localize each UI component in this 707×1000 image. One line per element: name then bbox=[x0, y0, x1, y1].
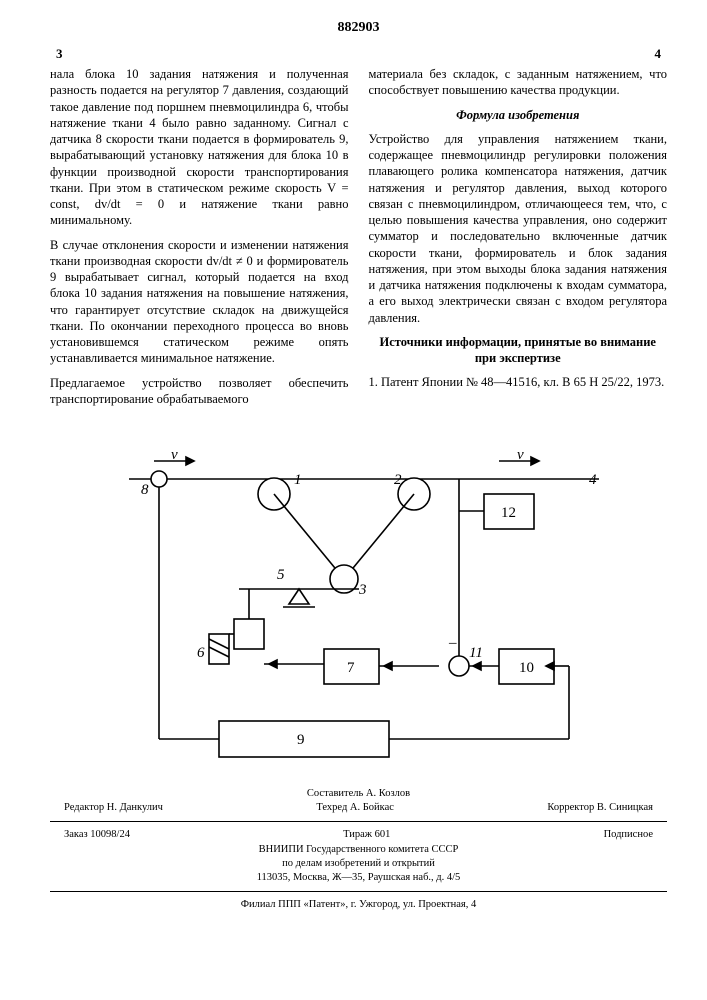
footer-editor: Редактор Н. Данкулич bbox=[64, 801, 163, 815]
diagram-v1: v bbox=[171, 447, 178, 463]
column-page-numbers: 3 4 bbox=[50, 46, 667, 62]
diagram-l3: 3 bbox=[358, 582, 367, 598]
footer-corrector: Корректор В. Синицкая bbox=[547, 801, 653, 815]
footer-order: Заказ 10098/24 bbox=[64, 828, 130, 842]
footer-compiler: Составитель А. Козлов bbox=[50, 787, 667, 801]
footer-org1: ВНИИПИ Государственного комитета СССР bbox=[50, 843, 667, 857]
source-1: 1. Патент Японии № 48—41516, кл. В 65 Н … bbox=[369, 374, 668, 390]
text-columns: нала блока 10 задания натяжения и получе… bbox=[50, 66, 667, 415]
footer: Составитель А. Козлов Редактор Н. Данкул… bbox=[50, 787, 667, 912]
diagram-v2: v bbox=[517, 447, 524, 463]
left-p3: Предлагаемое устройство позволяет обеспе… bbox=[50, 375, 349, 408]
right-p2: Устройство для управления натяжением тка… bbox=[369, 131, 668, 326]
mechanism-diagram: v v 1 2 3 4 5 6 7 8 9 10 11 12 – bbox=[99, 439, 619, 769]
sources-title: Источники информации, принятые во вниман… bbox=[369, 334, 668, 367]
diagram-l5: 5 bbox=[277, 567, 285, 583]
diagram-l12: 12 bbox=[501, 505, 516, 521]
left-p1: нала блока 10 задания натяжения и получе… bbox=[50, 66, 349, 229]
diagram-l7: 7 bbox=[347, 660, 355, 676]
diagram-l10: 10 bbox=[519, 660, 534, 676]
footer-org2: по делам изобретений и открытий bbox=[50, 857, 667, 871]
footer-addr2: Филиал ППП «Патент», г. Ужгород, ул. Про… bbox=[50, 898, 667, 912]
diagram-l11: 11 bbox=[469, 645, 483, 661]
formula-title: Формула изобретения bbox=[369, 107, 668, 123]
right-p1: материала без складок, с заданным натяже… bbox=[369, 66, 668, 99]
footer-addr1: 113035, Москва, Ж—35, Раушская наб., д. … bbox=[50, 871, 667, 885]
diagram-l8: 8 bbox=[141, 482, 149, 498]
footer-circulation: Тираж 601 bbox=[343, 828, 390, 842]
left-p2: В случае отклонения скорости и изменении… bbox=[50, 237, 349, 367]
footer-techred: Техред А. Бойкас bbox=[316, 801, 394, 815]
page-col-right: 4 bbox=[655, 46, 662, 62]
page: 882903 3 4 нала блока 10 задания натяжен… bbox=[0, 0, 707, 1000]
diagram-l4: 4 bbox=[589, 472, 597, 488]
diagram-l9: 9 bbox=[297, 732, 305, 748]
footer-subscr: Подписное bbox=[604, 828, 653, 842]
diagram-l2: 2 bbox=[394, 472, 402, 488]
page-col-left: 3 bbox=[56, 46, 63, 62]
left-column: нала блока 10 задания натяжения и получе… bbox=[50, 66, 349, 415]
diagram-l1: 1 bbox=[294, 472, 302, 488]
svg-text:–: – bbox=[448, 635, 457, 651]
diagram-l6: 6 bbox=[197, 645, 205, 661]
right-column: материала без складок, с заданным натяже… bbox=[369, 66, 668, 415]
patent-number: 882903 bbox=[50, 20, 667, 36]
